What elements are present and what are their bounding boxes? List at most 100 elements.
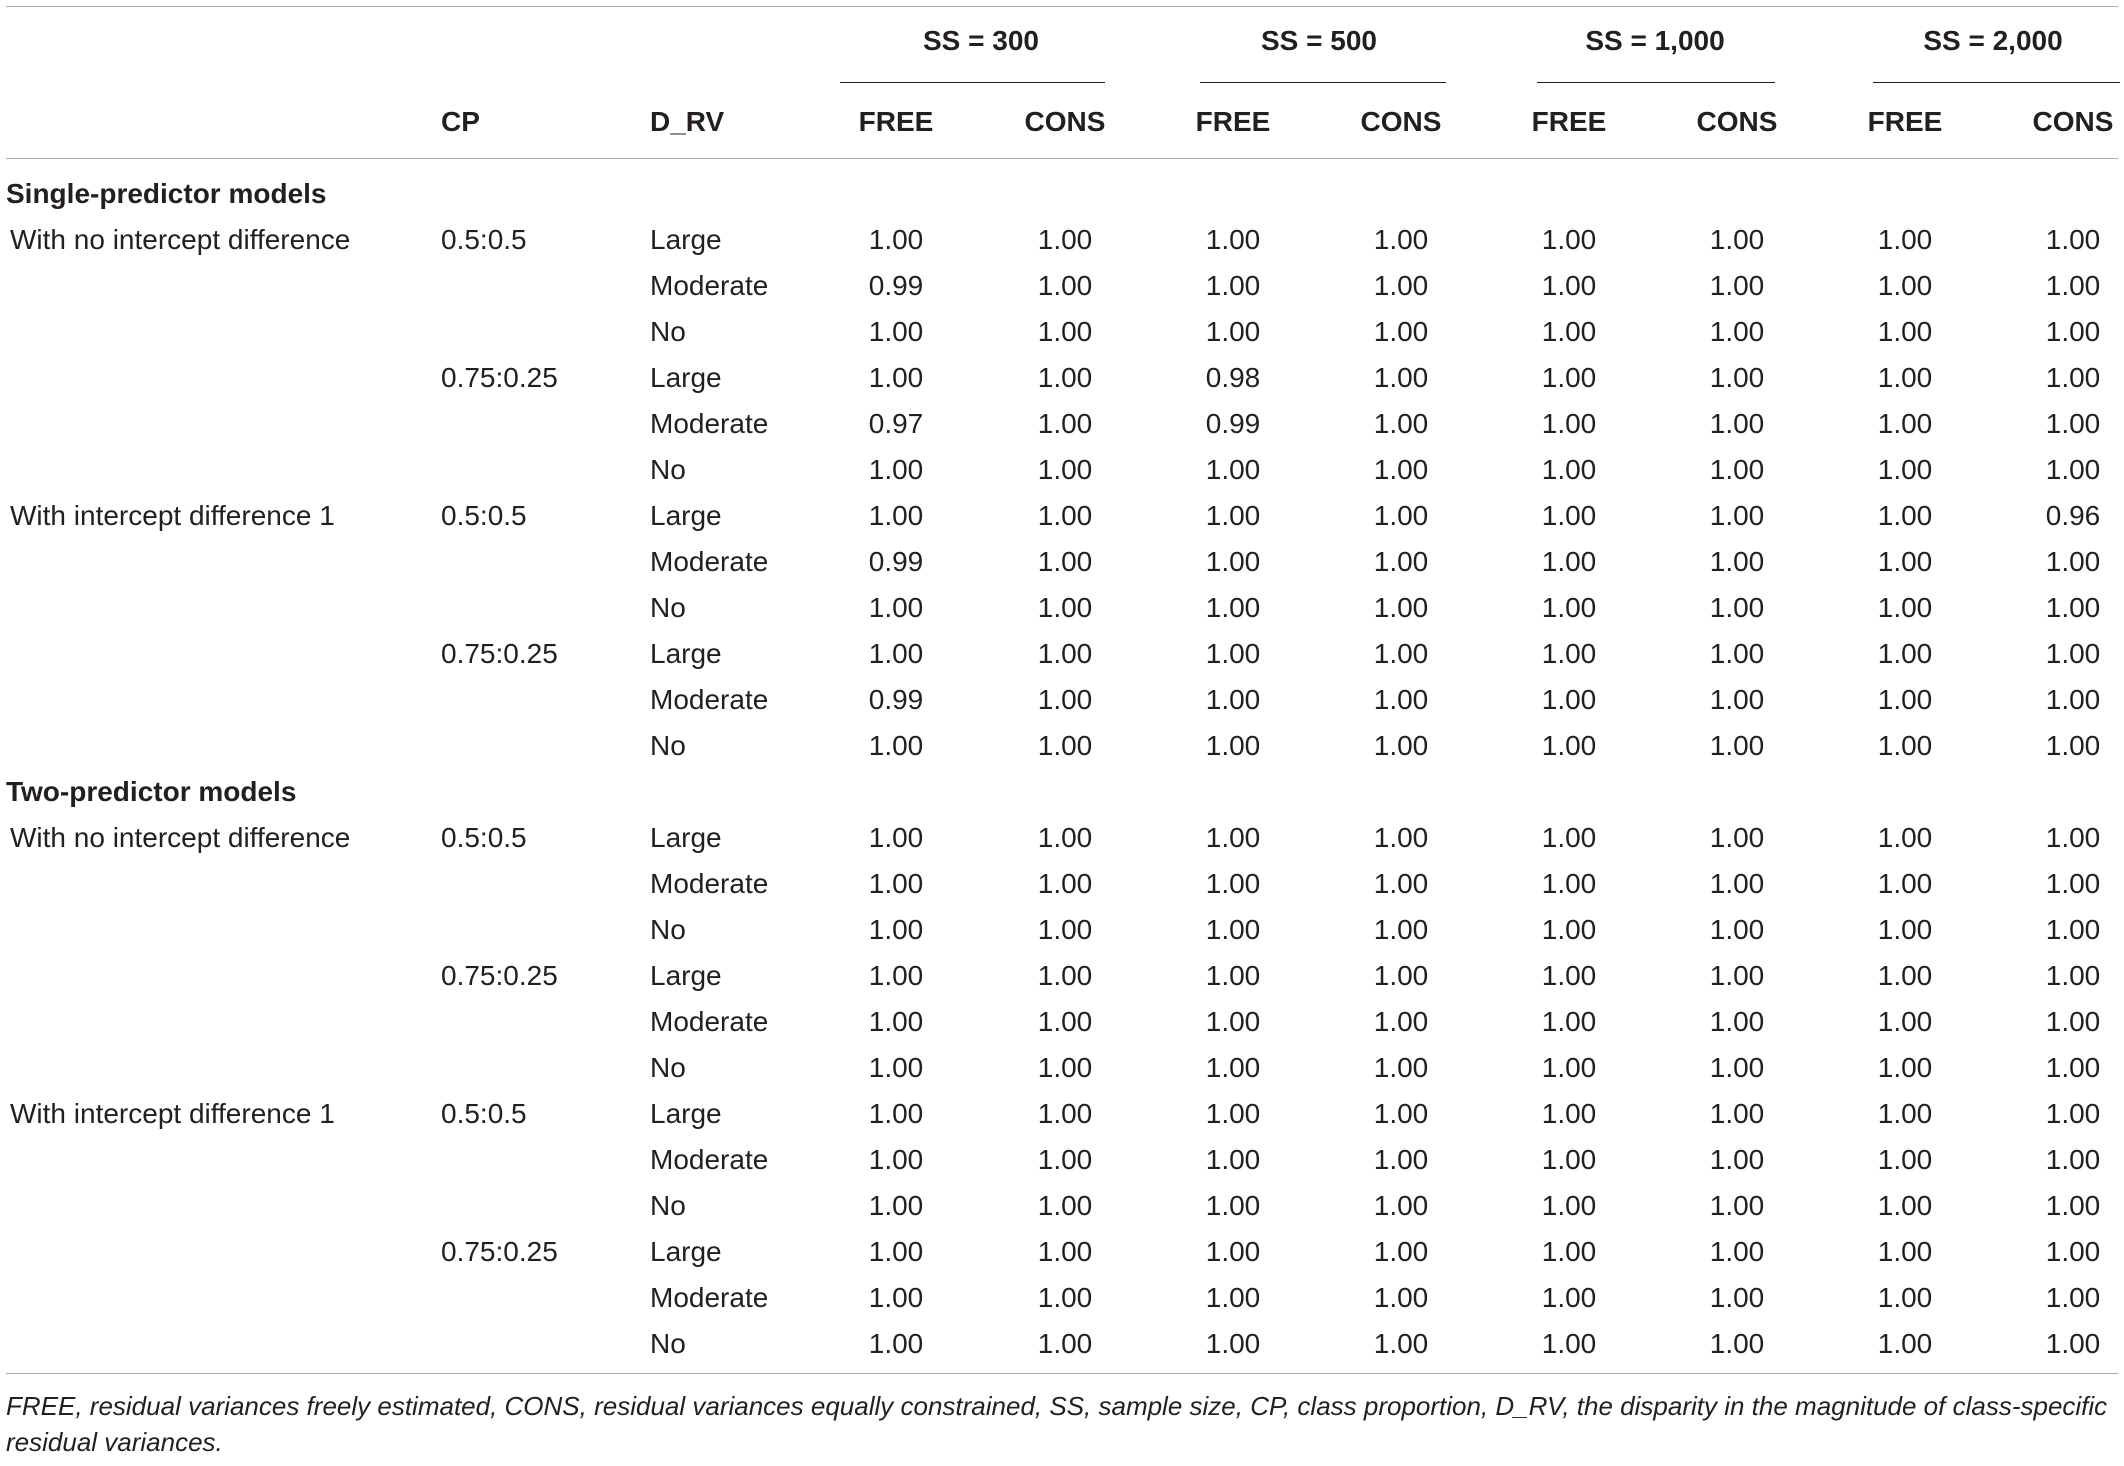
row-d-rv-value: Large bbox=[650, 362, 722, 393]
row-d-rv-value: Moderate bbox=[650, 408, 769, 439]
top-rule bbox=[6, 6, 2118, 7]
table-cell-value: 1.00 bbox=[1205, 1236, 1261, 1267]
row-d-rv-value: Moderate bbox=[650, 1144, 769, 1175]
table-cell-value: 1.00 bbox=[2045, 408, 2101, 439]
row-d-rv-value: Moderate bbox=[650, 684, 769, 715]
row-d-rv-value: Large bbox=[650, 638, 722, 669]
table-cell-value: 1.00 bbox=[868, 224, 924, 255]
table-cell-value: 1.00 bbox=[868, 822, 924, 853]
row-d-rv-value: Moderate bbox=[650, 868, 769, 899]
table-cell-value: 1.00 bbox=[1205, 270, 1261, 301]
table-cell-value: 1.00 bbox=[1373, 546, 1429, 577]
table-cell-value: 1.00 bbox=[1709, 1190, 1765, 1221]
table-cell-value: 1.00 bbox=[1541, 1098, 1597, 1129]
table-cell-value: 1.00 bbox=[1709, 592, 1765, 623]
table-cell-value: 1.00 bbox=[1541, 224, 1597, 255]
column-header-free: FREE bbox=[1531, 106, 1607, 137]
table-cell-value: 1.00 bbox=[1877, 500, 1933, 531]
table-cell-value: 1.00 bbox=[868, 868, 924, 899]
row-d-rv-value: Large bbox=[650, 960, 722, 991]
table-cell-value: 1.00 bbox=[2045, 316, 2101, 347]
row-d-rv-value: No bbox=[650, 454, 686, 485]
table-cell-value: 1.00 bbox=[1541, 362, 1597, 393]
column-header-cp: CP bbox=[441, 106, 480, 137]
table-cell-value: 1.00 bbox=[1373, 454, 1429, 485]
table-cell-value: 1.00 bbox=[2045, 1006, 2101, 1037]
table-cell-value: 1.00 bbox=[1205, 1282, 1261, 1313]
table-cell-value: 1.00 bbox=[1205, 684, 1261, 715]
row-cp-value: 0.75:0.25 bbox=[441, 638, 558, 669]
table-cell-value: 1.00 bbox=[1541, 408, 1597, 439]
table-cell-value: 1.00 bbox=[1877, 408, 1933, 439]
table-cell-value: 1.00 bbox=[1205, 1006, 1261, 1037]
table-cell-value: 0.98 bbox=[1205, 362, 1261, 393]
table-cell-value: 1.00 bbox=[1205, 592, 1261, 623]
table-cell-value: 1.00 bbox=[1373, 960, 1429, 991]
table-cell-value: 1.00 bbox=[1541, 638, 1597, 669]
table-cell-value: 1.00 bbox=[1373, 592, 1429, 623]
table-cell-value: 0.99 bbox=[868, 546, 924, 577]
table-cell-value: 1.00 bbox=[1709, 1098, 1765, 1129]
table-cell-value: 1.00 bbox=[1541, 1190, 1597, 1221]
header-rule bbox=[6, 158, 2118, 159]
table-cell-value: 1.00 bbox=[1037, 1052, 1093, 1083]
table-cell-value: 1.00 bbox=[1541, 270, 1597, 301]
table-cell-value: 1.00 bbox=[2045, 1052, 2101, 1083]
column-header-free: FREE bbox=[858, 106, 934, 137]
table-cell-value: 1.00 bbox=[1709, 730, 1765, 761]
table-cell-value: 1.00 bbox=[2045, 1236, 2101, 1267]
table-cell-value: 1.00 bbox=[868, 454, 924, 485]
table-cell-value: 1.00 bbox=[1541, 1144, 1597, 1175]
ss-group-header: SS = 500 bbox=[1261, 25, 1377, 56]
table-cell-value: 1.00 bbox=[1877, 1052, 1933, 1083]
table-cell-value: 1.00 bbox=[1541, 454, 1597, 485]
table-cell-value: 1.00 bbox=[1205, 1144, 1261, 1175]
row-model-label: With intercept difference 1 bbox=[10, 1098, 335, 1129]
column-header-cons: CONS bbox=[1024, 106, 1106, 137]
table-cell-value: 1.00 bbox=[1037, 270, 1093, 301]
table-cell-value: 1.00 bbox=[1037, 1006, 1093, 1037]
table-cell-value: 1.00 bbox=[1205, 638, 1261, 669]
ss-group-underline bbox=[840, 82, 1105, 83]
table-cell-value: 1.00 bbox=[1373, 1236, 1429, 1267]
table-cell-value: 1.00 bbox=[1037, 638, 1093, 669]
row-d-rv-value: No bbox=[650, 730, 686, 761]
column-header-cons: CONS bbox=[1360, 106, 1442, 137]
table-cell-value: 1.00 bbox=[1709, 362, 1765, 393]
row-d-rv-value: No bbox=[650, 914, 686, 945]
row-d-rv-value: No bbox=[650, 1190, 686, 1221]
row-d-rv-value: Large bbox=[650, 822, 722, 853]
bottom-rule bbox=[6, 1373, 2118, 1374]
ss-group-underline bbox=[1873, 82, 2120, 83]
table-cell-value: 1.00 bbox=[2045, 684, 2101, 715]
row-cp-value: 0.5:0.5 bbox=[441, 500, 527, 531]
row-model-label: With no intercept difference bbox=[10, 224, 351, 255]
table-cell-value: 1.00 bbox=[2045, 822, 2101, 853]
row-d-rv-value: Moderate bbox=[650, 270, 769, 301]
table-cell-value: 1.00 bbox=[1877, 224, 1933, 255]
table-cell-value: 1.00 bbox=[868, 638, 924, 669]
table-cell-value: 1.00 bbox=[2045, 224, 2101, 255]
column-header-free: FREE bbox=[1195, 106, 1271, 137]
row-cp-value: 0.75:0.25 bbox=[441, 362, 558, 393]
table-cell-value: 1.00 bbox=[1373, 1282, 1429, 1313]
table-cell-value: 1.00 bbox=[868, 1006, 924, 1037]
table-cell-value: 1.00 bbox=[1373, 1328, 1429, 1359]
table-cell-value: 1.00 bbox=[1205, 454, 1261, 485]
table-cell-value: 1.00 bbox=[1709, 546, 1765, 577]
table-cell-value: 1.00 bbox=[1877, 454, 1933, 485]
table-cell-value: 1.00 bbox=[1541, 684, 1597, 715]
row-cp-value: 0.5:0.5 bbox=[441, 224, 527, 255]
table-cell-value: 1.00 bbox=[2045, 638, 2101, 669]
row-cp-value: 0.75:0.25 bbox=[441, 1236, 558, 1267]
table-cell-value: 1.00 bbox=[868, 1190, 924, 1221]
table-cell-value: 1.00 bbox=[1541, 1328, 1597, 1359]
table-cell-value: 1.00 bbox=[1373, 224, 1429, 255]
table-cell-value: 1.00 bbox=[1037, 1328, 1093, 1359]
table-cell-value: 1.00 bbox=[1373, 408, 1429, 439]
table-cell-value: 1.00 bbox=[868, 730, 924, 761]
table-cell-value: 1.00 bbox=[2045, 270, 2101, 301]
table-cell-value: 1.00 bbox=[1541, 868, 1597, 899]
row-d-rv-value: Large bbox=[650, 1098, 722, 1129]
ss-group-header: SS = 300 bbox=[923, 25, 1039, 56]
